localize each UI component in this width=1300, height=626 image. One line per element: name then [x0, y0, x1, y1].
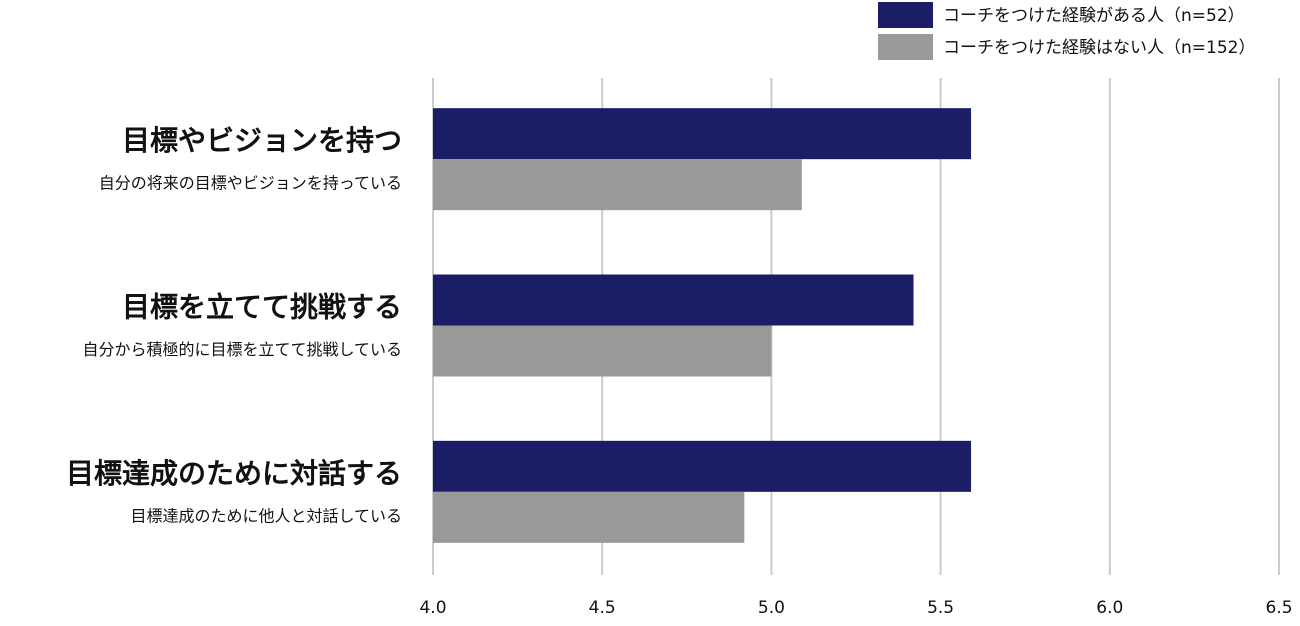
bar	[433, 325, 772, 377]
x-tick-label: 5.0	[758, 598, 785, 618]
x-tick-label: 5.5	[927, 598, 954, 618]
bar	[433, 274, 914, 326]
category-label: 目標やビジョンを持つ	[122, 124, 402, 157]
category-description: 自分から積極的に目標を立てて挑戦している	[82, 340, 402, 359]
legend-swatch	[878, 34, 933, 60]
legend-label: コーチをつけた経験はない人（n=152）	[943, 38, 1255, 58]
category-description: 自分の将来の目標やビジョンを持っている	[99, 174, 402, 193]
bar	[433, 440, 972, 492]
x-tick-label: 6.5	[1265, 598, 1292, 618]
x-tick-label: 4.5	[589, 598, 616, 618]
bar	[433, 108, 972, 160]
bar	[433, 159, 802, 211]
legend-swatch	[878, 2, 933, 28]
category-label: 目標達成のために対話する	[66, 457, 402, 490]
bar	[433, 491, 745, 543]
category-label: 目標を立てて挑戦する	[122, 291, 402, 324]
legend-label: コーチをつけた経験がある人（n=52）	[943, 6, 1245, 26]
x-tick-label: 4.0	[419, 598, 446, 618]
category-description: 目標達成のために他人と対話している	[130, 506, 402, 525]
x-tick-label: 6.0	[1096, 598, 1123, 618]
